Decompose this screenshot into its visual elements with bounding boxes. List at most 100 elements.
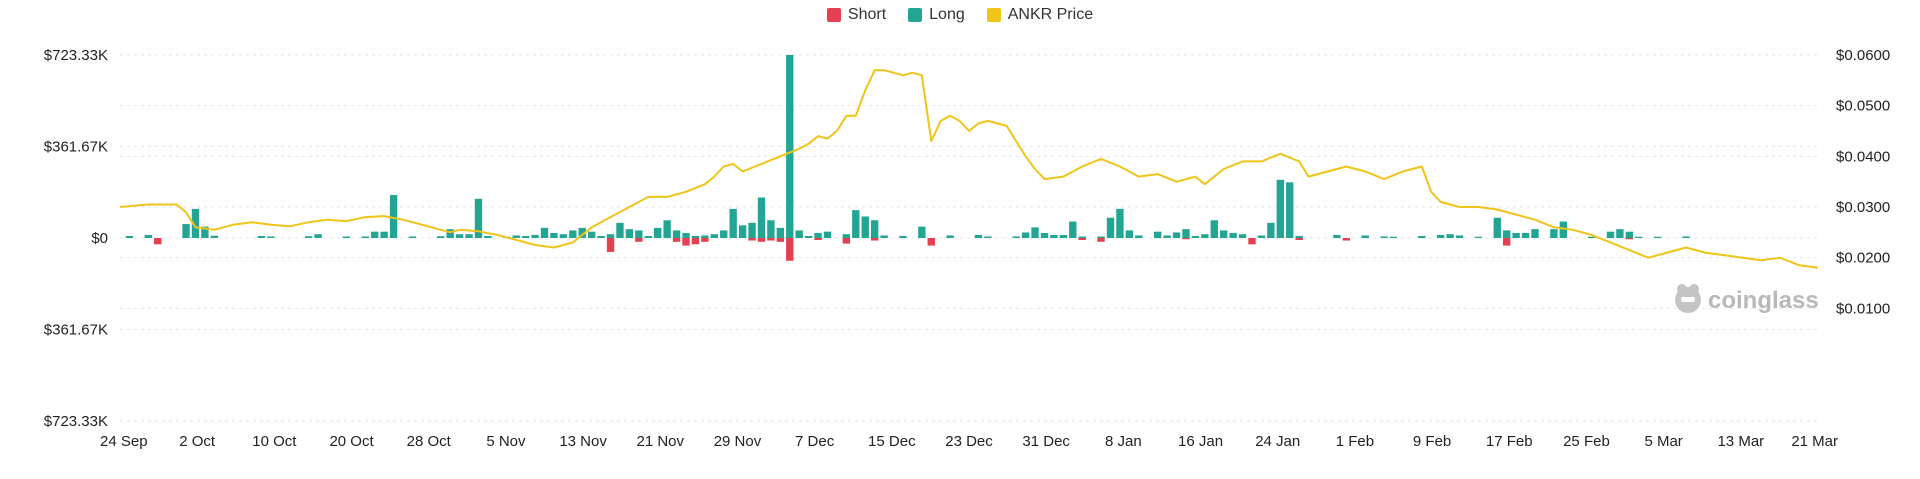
long-bar — [1125, 230, 1134, 238]
long-bar — [587, 231, 596, 238]
legend-item-short[interactable]: Short — [826, 6, 887, 24]
x-tick-label: 17 Feb — [1486, 433, 1533, 450]
x-tick-label: 29 Nov — [714, 433, 762, 450]
y-right-tick-label: $0.0500 — [1836, 98, 1890, 115]
long-bar — [842, 234, 851, 238]
x-tick-label: 5 Nov — [486, 433, 526, 450]
y-left-tick-label: $723.33K — [44, 413, 108, 430]
long-bar — [654, 227, 662, 238]
long-bar — [1229, 232, 1237, 238]
legend-label-long: Long — [929, 6, 965, 23]
short-bar — [635, 238, 643, 242]
long-bar — [663, 220, 671, 238]
long-bar — [1153, 231, 1162, 238]
long-bar — [814, 232, 822, 238]
long-bar — [1635, 236, 1643, 238]
y-axis-right: $0.0600 $0.0500 $0.0400 $0.0300 $0.0200 $0.01… — [1836, 47, 1890, 317]
x-tick-label: 2 Oct — [179, 433, 216, 450]
long-bar — [1097, 236, 1105, 238]
long-bar — [1163, 235, 1171, 238]
short-bar — [786, 238, 794, 261]
long-bar — [371, 231, 379, 238]
long-bar — [267, 236, 275, 238]
legend-label-short: Short — [847, 6, 887, 23]
long-bar — [748, 222, 756, 238]
long-bar — [455, 234, 464, 238]
x-tick-label: 13 Mar — [1717, 433, 1764, 450]
short-bar — [154, 238, 162, 245]
long-bar — [389, 194, 398, 238]
long-bar — [550, 232, 558, 238]
long-bar — [823, 231, 832, 238]
long-bar — [1238, 234, 1247, 238]
short-bar — [691, 238, 700, 245]
liquidation-bars — [125, 55, 1690, 261]
x-tick-label: 21 Mar — [1791, 433, 1838, 450]
short-bar — [1295, 238, 1303, 241]
legend-item-long[interactable]: Long — [908, 6, 965, 24]
short-bar — [757, 238, 766, 242]
long-bar — [1050, 234, 1058, 238]
long-bar — [1606, 231, 1615, 238]
long-bar — [437, 236, 445, 238]
price-line — [119, 69, 1819, 269]
short-bar — [1248, 238, 1256, 245]
long-bar — [512, 235, 520, 238]
long-bar — [1210, 220, 1218, 238]
long-bar — [776, 227, 785, 238]
long-bar — [1333, 234, 1341, 238]
long-bar — [191, 208, 200, 238]
short-bar — [767, 238, 775, 241]
long-bar — [1531, 229, 1539, 238]
legend-item-price[interactable]: ANKR Price — [986, 6, 1093, 24]
long-bar — [1521, 232, 1530, 238]
long-bar — [804, 235, 813, 238]
long-bar — [257, 235, 266, 238]
long-bar — [729, 208, 737, 238]
long-bar — [880, 235, 888, 238]
long-bar — [531, 234, 539, 238]
x-tick-label: 1 Feb — [1336, 433, 1374, 450]
watermark-text: coinglass — [1708, 287, 1819, 314]
long-bar — [380, 231, 388, 238]
x-tick-label: 24 Sep — [100, 433, 148, 450]
long-bar — [1069, 221, 1077, 238]
legend-swatch-long — [908, 8, 923, 22]
long-bar — [304, 236, 313, 238]
long-bar — [1682, 236, 1690, 238]
long-bar — [795, 230, 803, 238]
long-bar — [1106, 217, 1115, 238]
long-bar — [1267, 222, 1275, 238]
long-bar — [852, 210, 860, 238]
long-bar — [1653, 236, 1662, 238]
long-bar — [786, 55, 794, 238]
long-bar — [672, 230, 681, 238]
long-bar — [540, 227, 549, 238]
long-bar — [1436, 234, 1445, 238]
short-bar — [1182, 238, 1190, 240]
short-bar — [842, 238, 851, 244]
long-bar — [1503, 230, 1511, 238]
x-tick-label: 10 Oct — [252, 433, 297, 450]
long-bar — [899, 235, 907, 238]
long-bar — [1286, 182, 1294, 238]
long-bar — [1512, 232, 1520, 238]
x-axis: 24 Sep 2 Oct 10 Oct 20 Oct 28 Oct 5 Nov 13 Nov… — [100, 433, 1838, 450]
short-bar — [870, 238, 879, 241]
long-bar — [1559, 221, 1567, 238]
long-bar — [946, 235, 954, 238]
long-bar — [1587, 236, 1596, 238]
long-bar — [1040, 232, 1049, 238]
long-bar — [1078, 236, 1086, 238]
long-bar — [1021, 232, 1030, 238]
legend-swatch-price — [986, 8, 1001, 22]
x-tick-label: 15 Dec — [868, 433, 916, 450]
long-bar — [465, 234, 473, 238]
long-bar — [1455, 235, 1464, 238]
long-bar — [474, 198, 483, 238]
short-bar — [776, 238, 785, 242]
short-bar — [1078, 238, 1086, 241]
long-bar — [918, 226, 926, 238]
watermark: coinglass — [1675, 284, 1819, 314]
